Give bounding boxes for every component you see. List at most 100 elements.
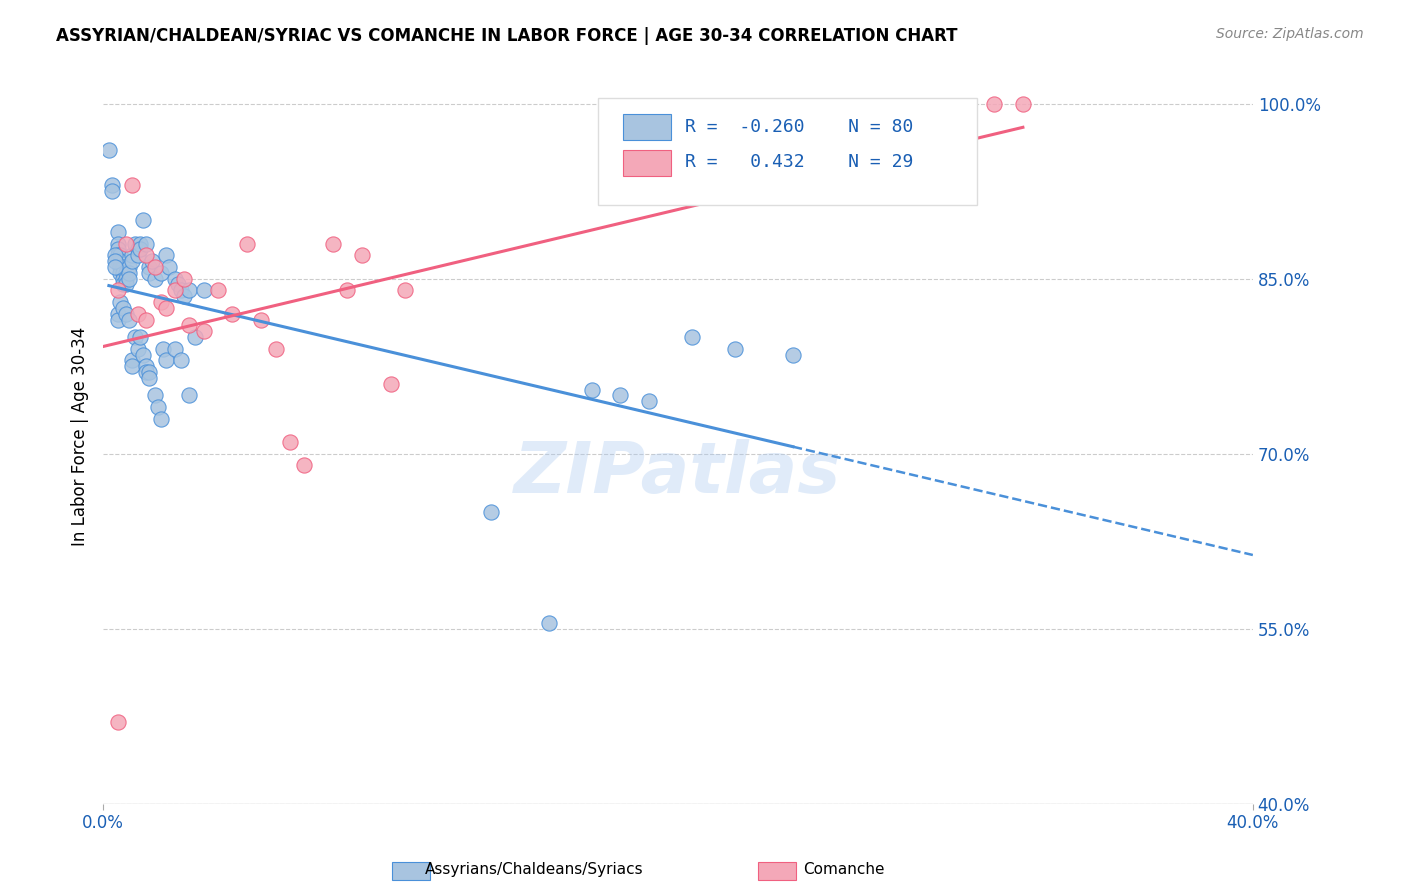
Point [121,353,143,368]
Point [118,266,141,280]
Point [121,254,143,268]
Point [184,330,207,344]
Point [127,307,149,321]
Point [110,266,132,280]
Point [135,248,157,262]
Point [292,458,315,473]
Point [121,248,143,262]
Point [782,347,804,361]
Text: R =   0.432    N = 29: R = 0.432 N = 29 [685,153,912,171]
Point [110,248,132,262]
Point [173,271,195,285]
Point [129,243,152,257]
Point [207,283,229,297]
Text: ASSYRIAN/CHALDEAN/SYRIAC VS COMANCHE IN LABOR FORCE | AGE 30-34 CORRELATION CHAR: ASSYRIAN/CHALDEAN/SYRIAC VS COMANCHE IN … [56,27,957,45]
Point [107,715,129,730]
Point [322,236,344,251]
Point [236,236,259,251]
Point [581,383,603,397]
Point [163,283,186,297]
Point [638,394,661,409]
Point [221,307,243,321]
Point [107,254,129,268]
Text: ZIPatlas: ZIPatlas [515,439,842,508]
Point [132,347,155,361]
Point [167,277,190,292]
Point [138,371,160,385]
Point [143,271,166,285]
Point [278,435,301,450]
Point [118,260,141,274]
Point [97,143,120,157]
Point [143,260,166,274]
Point [135,365,157,379]
Point [135,236,157,251]
Point [170,283,193,297]
Point [149,295,172,310]
Point [118,271,141,285]
Point [537,615,560,630]
Text: Assyrians/Chaldeans/Syriacs: Assyrians/Chaldeans/Syriacs [425,863,644,877]
Point [110,254,132,268]
Point [127,243,149,257]
Point [138,266,160,280]
Y-axis label: In Labor Force | Age 30-34: In Labor Force | Age 30-34 [72,326,89,546]
Point [127,248,149,262]
Point [193,324,215,338]
Point [681,330,703,344]
Point [129,330,152,344]
Point [112,277,135,292]
Point [115,266,138,280]
Point [104,254,127,268]
Point [138,260,160,274]
Point [336,283,359,297]
Point [107,307,129,321]
Point [112,266,135,280]
Point [115,236,138,251]
Point [115,307,138,321]
Point [179,318,201,333]
Point [173,289,195,303]
Point [112,271,135,285]
Point [157,260,180,274]
Point [170,353,193,368]
Point [138,365,160,379]
Point [107,312,129,326]
Point [141,254,163,268]
Point [100,184,122,198]
Point [394,283,416,297]
Point [127,342,149,356]
Point [155,353,177,368]
Point [143,388,166,402]
Point [146,400,169,414]
Text: Source: ZipAtlas.com: Source: ZipAtlas.com [1216,27,1364,41]
Point [107,236,129,251]
Text: Comanche: Comanche [803,863,884,877]
Point [179,283,201,297]
Point [149,266,172,280]
Point [1012,96,1035,111]
Point [149,411,172,425]
Point [609,388,631,402]
Point [350,248,373,262]
Point [152,342,174,356]
Point [112,260,135,274]
Point [155,248,177,262]
Point [250,312,273,326]
Point [112,301,135,315]
Point [107,225,129,239]
Point [118,312,141,326]
Point [104,260,127,274]
Point [897,143,920,157]
Point [163,271,186,285]
Point [104,248,127,262]
Point [264,342,287,356]
Point [110,295,132,310]
Point [107,248,129,262]
Point [129,236,152,251]
Point [724,342,747,356]
Point [100,178,122,193]
Point [132,213,155,227]
Point [479,505,502,519]
Point [121,359,143,374]
